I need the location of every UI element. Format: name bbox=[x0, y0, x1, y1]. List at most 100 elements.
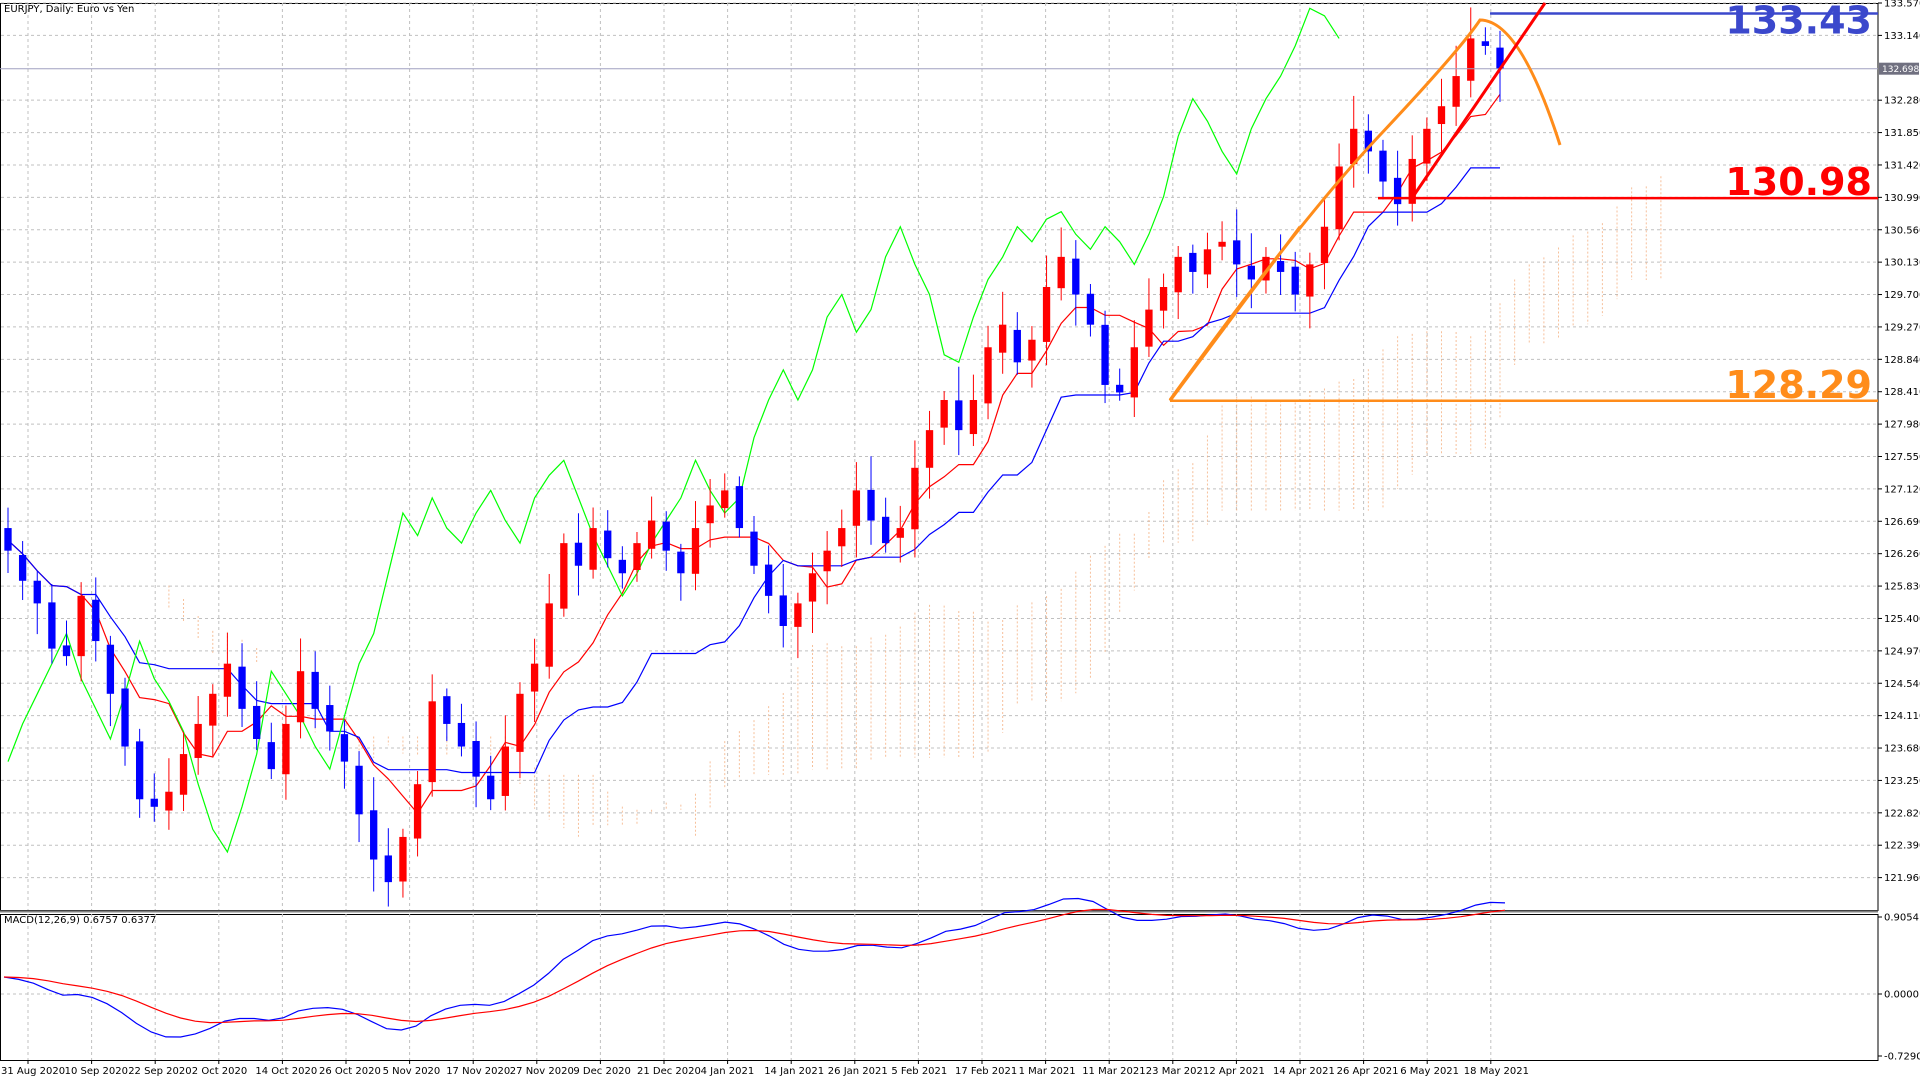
candle-body bbox=[1408, 158, 1416, 204]
signal-line bbox=[3, 908, 1506, 1024]
price-tick-label: 133.140 bbox=[1884, 31, 1920, 42]
candle-body bbox=[457, 722, 466, 747]
candle-body bbox=[955, 400, 963, 431]
price-tick-label: 127.550 bbox=[1884, 452, 1920, 463]
candle-body bbox=[355, 765, 363, 815]
price-tick-label: 123.250 bbox=[1884, 776, 1920, 787]
candle-body bbox=[662, 521, 670, 551]
price-tick-label: 122.390 bbox=[1884, 841, 1920, 852]
price-tick-label: 121.960 bbox=[1884, 873, 1920, 884]
candle-body bbox=[399, 836, 407, 882]
price-tick-label: 129.700 bbox=[1884, 290, 1920, 301]
candle-body bbox=[1218, 241, 1226, 247]
candle-body bbox=[867, 489, 875, 521]
candle-body bbox=[545, 603, 553, 667]
macd-label: MACD(12,26,9) 0.6757 0.6377 bbox=[4, 915, 156, 926]
candle-body bbox=[238, 666, 246, 709]
candle-body bbox=[501, 746, 509, 796]
candle-body bbox=[1437, 106, 1446, 125]
price-tick-label: 129.270 bbox=[1884, 322, 1920, 333]
date-tick-label: 10 Sep 2020 bbox=[65, 1066, 128, 1077]
candle-body bbox=[413, 784, 422, 839]
current-price-label: 132.698 bbox=[1882, 65, 1919, 75]
candle-body bbox=[150, 798, 158, 807]
date-tick-label: 31 Aug 2020 bbox=[1, 1066, 65, 1077]
date-tick-label: 14 Oct 2020 bbox=[255, 1066, 317, 1077]
candle-body bbox=[574, 542, 583, 566]
price-tick-label: 128.410 bbox=[1884, 387, 1920, 398]
date-tick-label: 14 Jan 2021 bbox=[764, 1066, 824, 1077]
candle-body bbox=[253, 705, 261, 739]
candle-body bbox=[18, 555, 27, 581]
date-tick-label: 18 May 2021 bbox=[1464, 1066, 1529, 1077]
candle-body bbox=[194, 723, 202, 758]
candle-body bbox=[209, 693, 217, 726]
date-tick-label: 26 Apr 2021 bbox=[1337, 1066, 1399, 1077]
candle-body bbox=[1013, 329, 1021, 363]
candle-body bbox=[4, 528, 12, 551]
candle-body bbox=[340, 734, 349, 762]
macd-line bbox=[3, 897, 1506, 1038]
macd-tick-label: 0.0000 bbox=[1884, 990, 1919, 1001]
red-trendline bbox=[1410, 2, 1547, 199]
date-tick-label: 22 Sep 2020 bbox=[128, 1066, 191, 1077]
candle-body bbox=[92, 599, 100, 642]
date-tick-label: 4 Jan 2021 bbox=[701, 1066, 755, 1077]
level-label: 133.43 bbox=[1725, 0, 1872, 43]
candle-body bbox=[135, 741, 144, 800]
macd-panel-border bbox=[0, 914, 1879, 1061]
price-tick-label: 125.830 bbox=[1884, 582, 1920, 593]
candle-body bbox=[969, 400, 978, 435]
current-price-box bbox=[1879, 62, 1919, 75]
candle-body bbox=[911, 467, 919, 530]
candle-body bbox=[326, 705, 334, 732]
candle-body bbox=[1159, 287, 1168, 311]
candle-body bbox=[618, 559, 627, 574]
candle-body bbox=[1028, 339, 1036, 361]
date-tick-label: 1 Mar 2021 bbox=[1019, 1066, 1076, 1077]
price-tick-label: 122.820 bbox=[1884, 808, 1920, 819]
candle-body bbox=[1364, 130, 1373, 152]
level-label: 128.29 bbox=[1725, 363, 1872, 407]
candle-body bbox=[1393, 177, 1402, 205]
candle-body bbox=[530, 663, 539, 692]
candle-body bbox=[77, 595, 85, 657]
candle-body bbox=[121, 688, 129, 747]
candle-body bbox=[1496, 47, 1504, 69]
price-tick-label: 123.680 bbox=[1884, 744, 1920, 755]
price-tick-label: 130.560 bbox=[1884, 225, 1920, 236]
candle-body bbox=[1101, 324, 1109, 385]
candle-body bbox=[1247, 265, 1255, 280]
date-tick-label: 23 Mar 2021 bbox=[1146, 1066, 1209, 1077]
candle-body bbox=[311, 671, 319, 709]
candle-body bbox=[296, 671, 305, 723]
candle-body bbox=[925, 430, 934, 468]
date-tick-label: 21 Dec 2020 bbox=[637, 1066, 701, 1077]
chikou-line bbox=[7, 7, 1340, 854]
candle-body bbox=[48, 602, 56, 649]
candle-body bbox=[896, 528, 904, 538]
date-tick-label: 26 Jan 2021 bbox=[828, 1066, 888, 1077]
date-tick-label: 26 Oct 2020 bbox=[319, 1066, 381, 1077]
candle-body bbox=[165, 791, 173, 811]
price-tick-label: 131.850 bbox=[1884, 128, 1920, 139]
candle-body bbox=[984, 347, 992, 404]
candle-body bbox=[1379, 150, 1387, 182]
ichimoku-cloud bbox=[168, 176, 1662, 838]
date-tick-label: 9 Dec 2020 bbox=[573, 1066, 631, 1077]
date-tick-label: 2 Oct 2020 bbox=[192, 1066, 247, 1077]
date-tick-label: 5 Feb 2021 bbox=[891, 1066, 947, 1077]
candle-body bbox=[1072, 258, 1080, 295]
candle-body bbox=[881, 516, 890, 544]
candle-body bbox=[1335, 166, 1343, 230]
candle-body bbox=[1320, 226, 1329, 264]
candle-body bbox=[472, 740, 480, 777]
macd-tick-label: 0.9054 bbox=[1884, 913, 1919, 924]
candle-body bbox=[1174, 256, 1182, 293]
candlesticks bbox=[4, 7, 1504, 907]
candle-body bbox=[1291, 266, 1299, 295]
